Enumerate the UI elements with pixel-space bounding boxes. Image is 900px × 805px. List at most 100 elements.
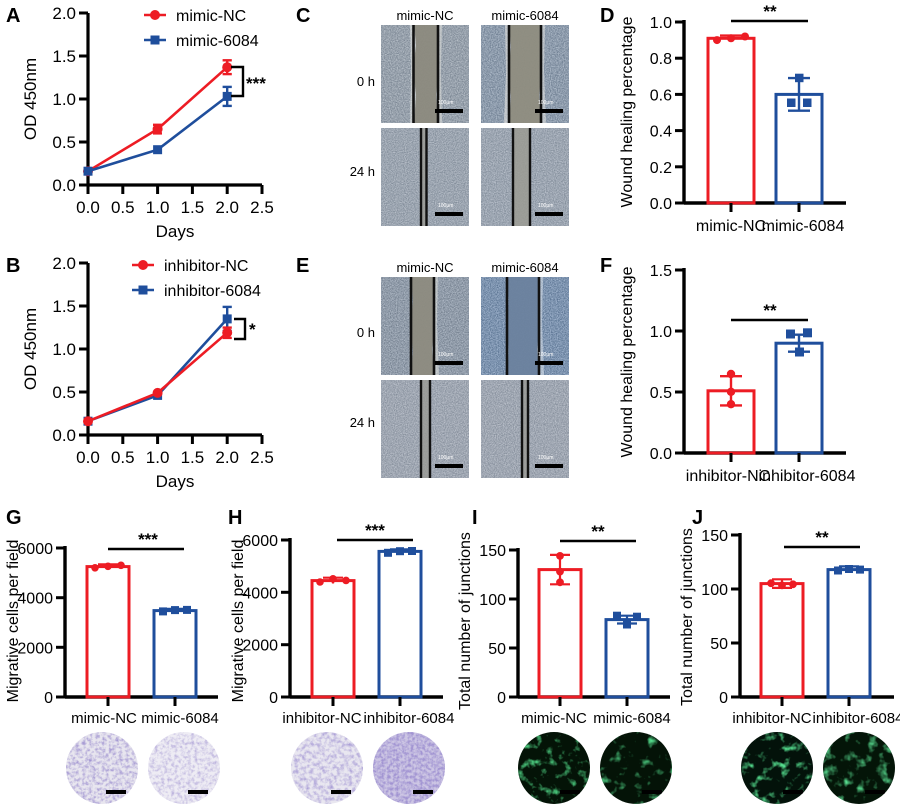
y-tick: 6000 [242, 533, 278, 550]
scalebar [642, 790, 662, 794]
legend: mimic-NC mimic-6084 [144, 8, 259, 50]
legend-label-0: inhibitor-NC [164, 258, 248, 275]
transwell-image-h-inhibitor-nc [291, 732, 363, 804]
y-tick: 0 [44, 690, 53, 707]
panel-label-g: G [6, 507, 22, 529]
scalebar [435, 464, 463, 468]
panel-label-i: I [472, 507, 478, 529]
x-axis-label: Days [156, 222, 195, 241]
tube-image-i-mimic-nc [518, 732, 590, 804]
scalebar-label: 100μm [538, 352, 554, 358]
bar-inhibitor-6084 [774, 328, 824, 455]
y-tick: 1.0 [52, 340, 76, 359]
scalebar-label: 100μm [538, 100, 554, 106]
wound-image-c-0h-mimic-nc: 100μm [381, 25, 469, 123]
y-tick: 4000 [17, 591, 53, 608]
x-axis-ticks [558, 697, 629, 706]
scalebar-label: 100μm [438, 455, 454, 461]
y-axis-label: Migrative cells per field [5, 540, 22, 703]
x-tick: 2.5 [250, 448, 274, 467]
panel-e-row-label-1: 24 h [349, 415, 375, 430]
panel-f-chart: 1.5 1.0 0.5 0.0 Wound healing percentage [600, 250, 900, 505]
wound-image-c-0h-mimic-6084: 100μm [481, 25, 569, 123]
y-tick: 100 [701, 582, 728, 599]
x-axis-tick-labels: 0.0 0.5 1.0 1.5 2.0 2.5 [76, 198, 274, 217]
wound-image-e-0h-mimic-nc: 100μm [381, 277, 469, 375]
significance-annotation: *** [246, 74, 266, 93]
y-tick: 6000 [17, 541, 53, 558]
y-axis-label: Wound healing percentage [619, 16, 636, 207]
significance-annotation: ** [763, 301, 777, 320]
tube-image-i-mimic-6084 [600, 732, 672, 804]
x-tick: inhibitor-6084 [364, 710, 455, 727]
bar-mimic-6084 [604, 611, 650, 699]
y-tick: 0.2 [650, 160, 672, 177]
y-axis-tick-labels: 6000 4000 2000 0 [17, 541, 53, 707]
y-axis-tick-labels: 2.0 1.5 1.0 0.5 0.0 [52, 4, 76, 195]
x-axis-ticks [86, 185, 264, 194]
x-tick: inhibitor-NC [282, 710, 361, 727]
scalebar [106, 790, 126, 794]
y-axis-ticks [56, 546, 65, 699]
x-axis-label: Days [156, 472, 195, 491]
y-tick: 50 [710, 636, 728, 653]
significance-annotation: *** [365, 521, 385, 540]
y-tick: 2000 [17, 640, 53, 657]
x-axis-tick-labels: mimic-NC mimic-6084 [696, 218, 845, 235]
legend-label-1: mimic-6084 [176, 33, 259, 50]
y-axis-tick-labels: 2.0 1.5 1.0 0.5 0.0 [52, 254, 76, 445]
panel-label-f: F [600, 255, 613, 277]
bar-mimic-nc [537, 552, 583, 699]
y-tick: 0 [269, 690, 278, 707]
panel-g-chart: 6000 4000 2000 0 Migrative cells per fie… [0, 505, 225, 727]
x-axis-ticks [106, 697, 177, 706]
x-tick: 2.5 [250, 198, 274, 217]
bar-inhibitor-nc [706, 369, 756, 455]
legend-label-0: mimic-NC [176, 8, 246, 25]
x-tick: mimic-NC [696, 218, 766, 235]
panel-label-d: D [600, 5, 615, 27]
scalebar [331, 790, 351, 794]
scalebar [783, 790, 803, 794]
x-tick: 1.0 [146, 198, 170, 217]
scalebar [535, 464, 563, 468]
panel-h-chart: 6000 4000 2000 0 Migrative cells per fie… [225, 505, 454, 727]
significance-bracket [231, 65, 245, 98]
y-tick: 0.5 [650, 385, 672, 402]
bar-inhibitor-6084 [826, 565, 872, 699]
y-axis-label: OD 450nm [21, 58, 40, 140]
y-tick: 1.5 [52, 297, 76, 316]
x-tick: 0.0 [76, 448, 100, 467]
y-axis-label: Total number of junctions [457, 532, 474, 710]
wound-image-e-24h-mimic-nc: 100μm [381, 380, 469, 478]
scalebar-label: 100μm [438, 100, 454, 106]
x-axis-tick-labels: inhibitor-NC inhibitor-6084 [686, 468, 856, 485]
x-axis-ticks [86, 435, 264, 444]
panel-label-e: E [296, 255, 310, 277]
panel-e-col-header-1: mimic-6084 [491, 260, 559, 275]
scalebar [435, 212, 463, 216]
y-tick: 0.5 [52, 133, 76, 152]
scalebar-label: 100μm [438, 203, 454, 209]
y-axis-label: Total number of junctions [679, 528, 696, 706]
series-mimic-6084 [83, 85, 232, 176]
x-axis-ticks [729, 453, 801, 462]
bar-inhibitor-nc [310, 575, 356, 699]
x-axis-tick-labels: 0.0 0.5 1.0 1.5 2.0 2.5 [76, 448, 274, 467]
bar-inhibitor-6084 [377, 547, 423, 699]
y-tick: 1.0 [650, 15, 672, 32]
bar-mimic-6084 [152, 605, 198, 699]
panel-c-row-label-1: 24 h [349, 164, 375, 179]
y-tick: 100 [479, 592, 506, 609]
bar-mimic-nc [85, 561, 131, 699]
scalebar-label: 100μm [538, 203, 554, 209]
panel-label-j: J [692, 507, 704, 529]
panel-b-chart: 2.0 1.5 1.0 0.5 0.0 0.0 0.5 1.0 1.5 2.0 … [0, 250, 290, 505]
x-tick: mimic-6084 [593, 710, 671, 727]
panel-c-row-label-0: 0 h [356, 74, 375, 89]
y-tick: 0.0 [650, 196, 672, 213]
significance-bracket [234, 317, 247, 341]
y-axis-label: Migrative cells per field [230, 540, 247, 703]
x-tick: mimic-NC [521, 710, 587, 727]
y-axis-tick-labels: 6000 4000 2000 0 [242, 533, 278, 707]
